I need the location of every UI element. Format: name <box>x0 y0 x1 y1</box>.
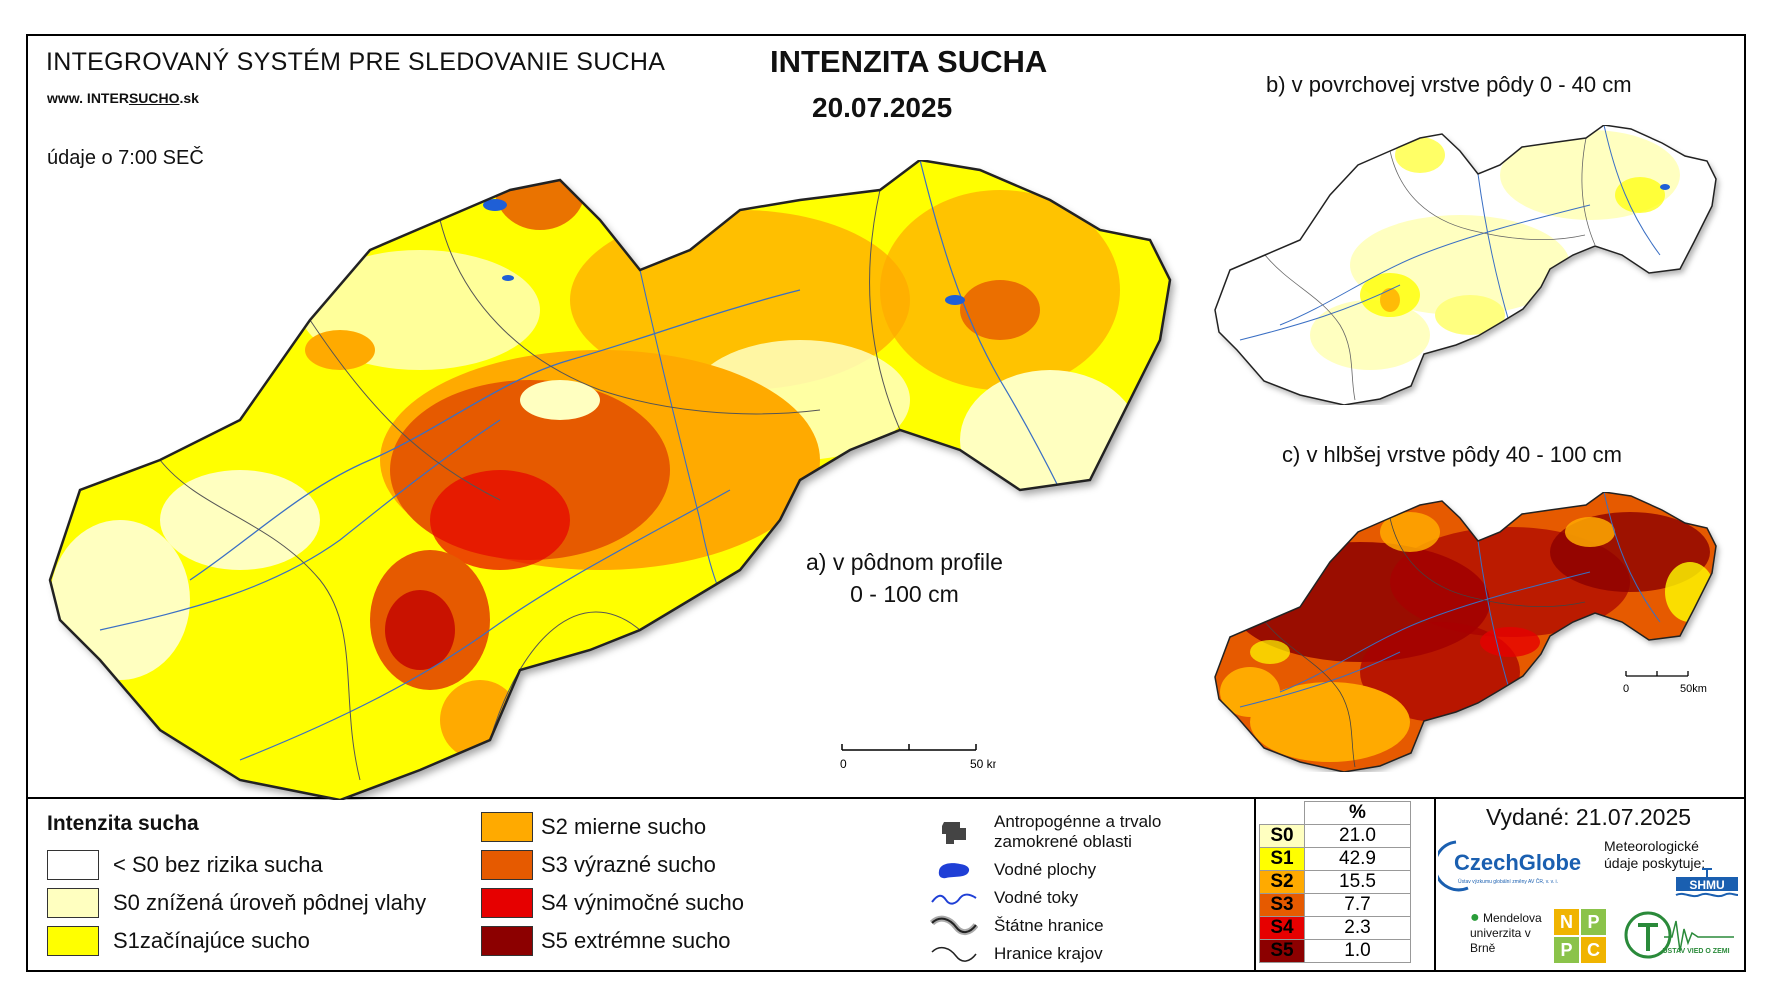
legend-label: S5 extrémne sucho <box>541 928 731 953</box>
class-percent: 21.0 <box>1304 824 1411 848</box>
class-percent: 42.9 <box>1304 847 1411 871</box>
legend-label: S0 znížená úroveň pôdnej vlahy <box>113 890 427 915</box>
class-percent: 15.5 <box>1304 870 1411 894</box>
table-row: S0 21.0 <box>1259 824 1411 848</box>
class-label: S2 <box>1259 870 1305 894</box>
table-row: S4 2.3 <box>1259 916 1411 940</box>
czechglobe-logo: CzechGlobe Ústav výzkumu globální změny … <box>1438 840 1581 892</box>
symbol-water-body: Vodné plochy <box>928 858 1096 882</box>
main-drought-map <box>48 160 1172 800</box>
shmu-logo: SHMU <box>1675 868 1739 898</box>
map-title: INTENZITA SUCHA <box>770 44 1048 79</box>
nppc-logo: N P P C <box>1554 909 1606 963</box>
deep-layer-map <box>1214 492 1717 772</box>
divider-symbols <box>1254 797 1256 972</box>
symbol-label: Vodné plochy <box>994 860 1097 879</box>
table-row: S1 42.9 <box>1259 847 1411 871</box>
map-c-label: c) v hlbšej vrstve pôdy 40 - 100 cm <box>1282 442 1622 467</box>
legend-label: S3 výrazné sucho <box>541 852 716 877</box>
mendel-name: Mendelova univerzita v Brně <box>1470 911 1542 955</box>
class-percent: 7.7 <box>1304 893 1411 917</box>
czechglobe-name: CzechGlobe <box>1454 850 1581 875</box>
shmu-name: SHMU <box>1689 878 1724 892</box>
legend-item-below-s0: < S0 bez rizika sucha <box>47 850 323 880</box>
urban-area-icon <box>928 820 980 844</box>
class-label: S1 <box>1259 847 1305 871</box>
legend-label: S4 výnimočné sucho <box>541 890 744 915</box>
percent-header: % <box>1304 801 1411 825</box>
system-name: INTEGROVANÝ SYSTÉM PRE SLEDOVANIE SUCHA <box>46 48 666 76</box>
legend-label: S2 mierne sucho <box>541 814 707 839</box>
legend-swatch <box>481 926 533 956</box>
symbol-urban: Antropogénne a trvalo zamokrené oblasti <box>928 812 1194 852</box>
scale-main-end: 50 km <box>970 757 996 771</box>
class-label: S0 <box>1259 824 1305 848</box>
issued-date: Vydané: 21.07.2025 <box>1486 804 1692 830</box>
symbol-label: Vodné toky <box>994 888 1079 907</box>
symbol-region-border: Hranice krajov <box>928 942 1103 966</box>
nppc-letter: C <box>1581 937 1606 963</box>
czechglobe-subtitle: Ústav výzkumu globální změny AV ČR, v. v… <box>1458 878 1558 885</box>
website-link[interactable]: www. INTERSUCHO.sk <box>47 90 199 106</box>
legend-item-s1: S1začínajúce sucho <box>47 926 310 956</box>
region-border-icon <box>928 942 980 966</box>
legend-label: S1začínajúce sucho <box>113 928 310 953</box>
symbol-label: Antropogénne a trvalo zamokrené oblasti <box>994 812 1162 851</box>
legend-label: < S0 bez rizika sucha <box>113 852 323 877</box>
uvz-logo: ÚSTAV VIED O ZEMI <box>1624 911 1734 959</box>
mendel-logo: ● Mendelova univerzita v Brně <box>1470 909 1542 956</box>
observation-time: údaje o 7:00 SEČ <box>47 147 204 169</box>
legend-item-s0: S0 znížená úroveň pôdnej vlahy <box>47 888 426 918</box>
percent-table: % S0 21.0 S1 42.9 S2 15.5 S3 7.7 S4 2.3 … <box>1259 801 1411 963</box>
class-percent: 1.0 <box>1304 939 1411 963</box>
legend-item-s4: S4 výnimočné sucho <box>481 888 744 918</box>
divider-table <box>1434 797 1436 972</box>
symbol-label: Hranice krajov <box>994 944 1103 963</box>
legend-item-s5: S5 extrémne sucho <box>481 926 731 956</box>
nppc-letter: P <box>1581 909 1606 935</box>
scale-main-start: 0 <box>840 757 847 771</box>
class-label: S5 <box>1259 939 1305 963</box>
legend-swatch <box>47 850 99 880</box>
state-border-icon <box>928 914 980 938</box>
class-label: S3 <box>1259 893 1305 917</box>
symbol-river: Vodné toky <box>928 886 1078 910</box>
symbol-label: Štátne hranice <box>994 916 1104 935</box>
scale-bar-small: 0 50km <box>1623 671 1707 695</box>
class-percent: 2.3 <box>1304 916 1411 940</box>
legend-divider <box>26 797 1746 799</box>
class-label: S4 <box>1259 916 1305 940</box>
table-row: S2 15.5 <box>1259 870 1411 894</box>
map-frame <box>26 34 1746 972</box>
table-row: S5 1.0 <box>1259 939 1411 963</box>
table-row: S3 7.7 <box>1259 893 1411 917</box>
legend-item-s3: S3 výrazné sucho <box>481 850 716 880</box>
meteo-provider-text: Meteorologické údaje poskytuje: <box>1604 838 1706 871</box>
map-date: 20.07.2025 <box>812 92 953 123</box>
legend-title: Intenzita sucha <box>47 812 199 835</box>
legend-swatch <box>47 926 99 956</box>
nppc-letter: P <box>1554 937 1579 963</box>
scale-small-end: 50km <box>1680 683 1707 695</box>
map-a-label: a) v pôdnom profile 0 - 100 cm <box>806 549 1003 607</box>
scale-small-start: 0 <box>1623 683 1629 695</box>
legend-swatch <box>481 812 533 842</box>
nppc-letter: N <box>1554 909 1579 935</box>
symbol-state-border: Štátne hranice <box>928 914 1104 938</box>
percent-table-header: % <box>1260 801 1411 825</box>
legend-swatch <box>47 888 99 918</box>
surface-layer-map <box>1214 125 1717 405</box>
river-icon <box>928 886 980 910</box>
water-body-icon <box>928 858 980 882</box>
uvz-name: ÚSTAV VIED O ZEMI <box>1662 946 1729 955</box>
legend-item-s2: S2 mierne sucho <box>481 812 706 842</box>
scale-bar-main: 0 50 km <box>840 744 996 771</box>
map-b-label: b) v povrchovej vrstve pôdy 0 - 40 cm <box>1266 72 1632 97</box>
legend-swatch <box>481 850 533 880</box>
legend-swatch <box>481 888 533 918</box>
